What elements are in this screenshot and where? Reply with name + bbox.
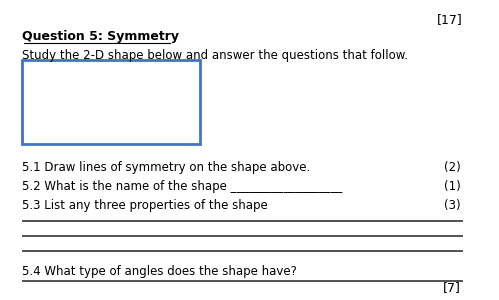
- Text: [17]: [17]: [437, 14, 463, 26]
- Text: (1): (1): [444, 180, 461, 193]
- Text: (3): (3): [444, 200, 461, 212]
- Text: 5.3 List any three properties of the shape: 5.3 List any three properties of the sha…: [21, 200, 267, 212]
- Text: 5.1 Draw lines of symmetry on the shape above.: 5.1 Draw lines of symmetry on the shape …: [21, 160, 310, 173]
- Text: [7]: [7]: [443, 281, 461, 294]
- Text: Study the 2-D shape below and answer the questions that follow.: Study the 2-D shape below and answer the…: [21, 50, 408, 62]
- Text: (2): (2): [444, 160, 461, 173]
- FancyBboxPatch shape: [21, 60, 200, 144]
- Text: Question 5: Symmetry: Question 5: Symmetry: [21, 30, 179, 43]
- Text: 5.2 What is the name of the shape ___________________: 5.2 What is the name of the shape ______…: [21, 180, 342, 193]
- Text: 5.4 What type of angles does the shape have?: 5.4 What type of angles does the shape h…: [21, 266, 296, 278]
